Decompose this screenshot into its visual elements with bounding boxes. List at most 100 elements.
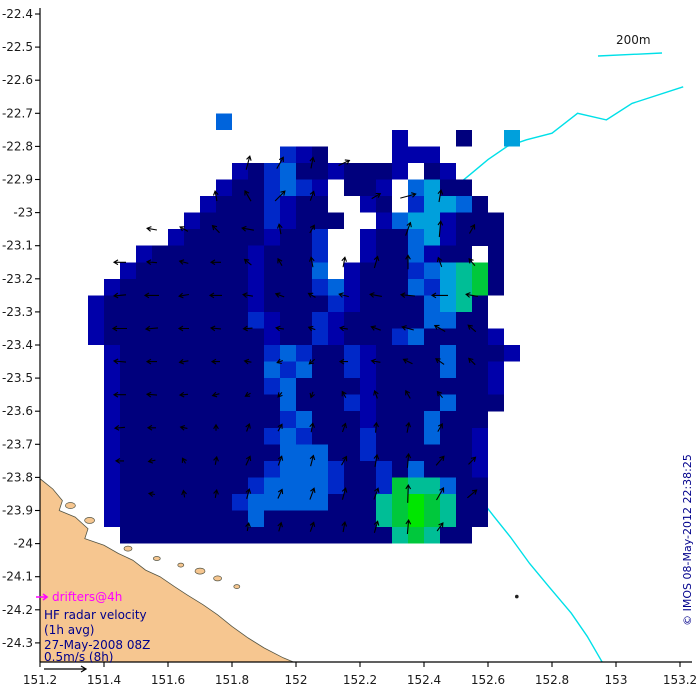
velocity-arrow [468,357,476,366]
depth-legend: 200m [597,33,663,57]
velocity-cell [360,394,376,412]
velocity-cell [152,444,168,461]
velocity-arrow [181,457,187,464]
velocity-cell [296,394,312,412]
velocity-cell [344,328,360,346]
velocity-cell [216,113,232,130]
velocity-arrow [210,358,220,365]
velocity-cell [120,494,136,511]
velocity-cell [440,510,456,528]
velocity-cell [392,460,408,478]
velocity-cell [344,295,360,312]
velocity-arrow [341,521,348,533]
x-axis-tick-label: 152.4 [407,673,441,687]
velocity-cell [312,179,328,197]
velocity-arrow [181,489,187,498]
velocity-cell [264,494,280,511]
y-axis-tick-label: -22.7 [2,106,33,120]
velocity-cell [360,527,376,544]
x-axis-tick-label: 152.6 [471,673,505,687]
velocity-cell [280,394,296,412]
velocity-cell [264,394,280,412]
velocity-cell [264,345,280,362]
velocity-cell [88,311,104,329]
velocity-cell [184,394,200,412]
velocity-cell [216,278,232,296]
velocity-cell [312,411,328,428]
island [233,584,241,589]
velocity-cell [264,295,280,312]
velocity-cell [248,311,264,329]
velocity-cell [280,378,296,395]
velocity-cell [376,278,392,296]
velocity-cell [376,510,392,528]
velocity-cell [296,378,312,395]
velocity-cell [200,278,216,296]
velocity-cell [296,460,312,478]
velocity-cell [104,378,120,395]
velocity-cell [440,229,456,246]
velocity-cell [312,245,328,263]
velocity-cell [136,427,152,445]
velocity-cell [392,444,408,461]
velocity-arrow [373,520,380,533]
velocity-cell [120,477,136,494]
velocity-cell [472,212,488,230]
velocity-arrow [241,225,254,232]
velocity-arrow [242,325,253,332]
velocity-arrow [309,422,316,433]
velocity-arrow [430,292,448,299]
velocity-arrow [341,455,348,466]
velocity-cell [408,444,424,461]
velocity-cell [296,311,312,329]
velocity-cell [424,378,440,395]
velocity-cell [312,494,328,511]
velocity-cell [232,378,248,395]
velocity-cell [440,311,456,329]
velocity-cell [200,245,216,263]
rock-islet [515,594,519,599]
land-layer [40,478,519,662]
velocity-cell [440,460,456,478]
velocity-cell [168,527,184,544]
velocity-cell [120,311,136,329]
velocity-cell [328,411,344,428]
velocity-arrow [370,325,381,331]
velocity-arrow [145,358,157,365]
velocity-cell [264,328,280,346]
velocity-cell [344,345,360,362]
velocity-cell [136,278,152,296]
velocity-cell [88,328,104,346]
velocity-cell [232,163,248,180]
velocity-cell [376,163,392,180]
velocity-arrow [371,192,382,200]
velocity-cell [248,196,264,213]
velocity-arrow [309,454,316,467]
velocity-arrow [435,358,445,365]
velocity-cell [376,196,392,213]
velocity-arrow [339,325,348,332]
velocity-arrow [245,155,252,170]
velocity-cell [136,311,152,329]
island [65,502,76,509]
velocity-cell [136,394,152,412]
velocity-cell [424,527,440,544]
velocity-cell [120,444,136,461]
velocity-cell [200,295,216,312]
velocity-cell [472,494,488,511]
velocity-cell [392,278,408,296]
velocity-arrow [177,325,189,332]
velocity-cell [264,278,280,296]
velocity-cell [184,427,200,445]
velocity-cell [168,427,184,445]
velocity-cell [344,163,360,180]
velocity-arrow [244,189,252,202]
velocity-cell [408,212,424,230]
velocity-cell [200,411,216,428]
velocity-cell [408,245,424,263]
velocity-cell [312,146,328,163]
velocity-cell [456,245,472,263]
velocity-cell [280,311,296,329]
velocity-cell [472,510,488,528]
velocity-cell [408,295,424,312]
